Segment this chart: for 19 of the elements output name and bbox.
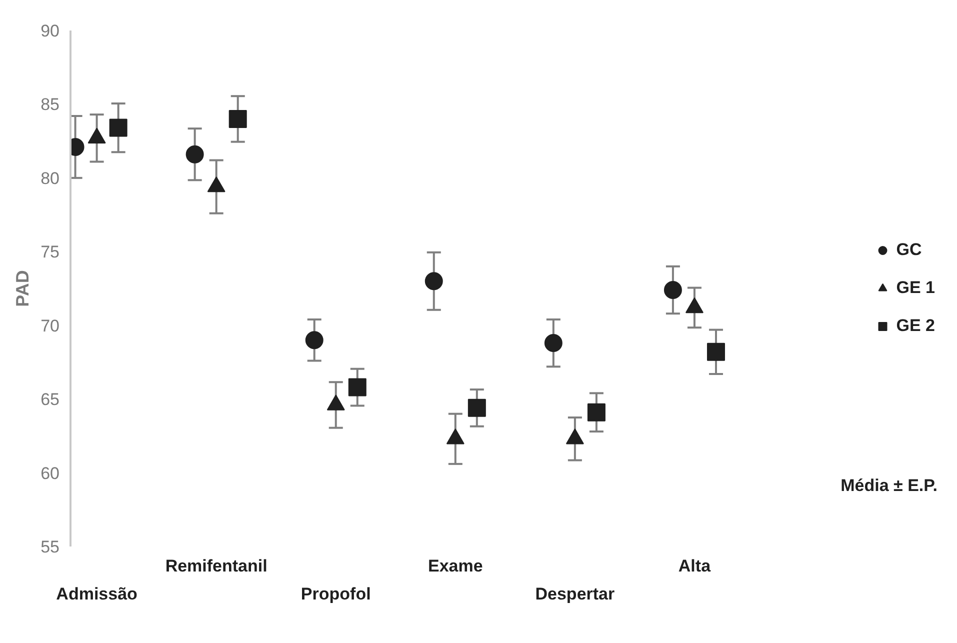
x-tick-label: Remifentanil <box>165 556 268 576</box>
x-tick-label: Alta <box>678 556 712 576</box>
legend-label: GE 1 <box>896 278 935 298</box>
text: Média ± E.P. <box>840 476 938 495</box>
x-tick-label: Exame <box>428 556 483 576</box>
y-axis-title: PAD <box>12 270 33 307</box>
y-tick-label: 80 <box>40 168 60 188</box>
y-tick-label: 75 <box>40 242 60 262</box>
y-tick-label: 70 <box>40 316 60 336</box>
y-tick-label: 60 <box>40 464 60 483</box>
legend-label: GE 2 <box>896 316 935 336</box>
y-tick-label: 85 <box>40 95 60 114</box>
y-tick-label: 65 <box>40 390 60 410</box>
legend-label: GC <box>896 240 922 260</box>
y-tick-label: 90 <box>40 22 60 40</box>
x-tick-label: Propofol <box>300 584 371 604</box>
y-tick-label: 55 <box>40 538 60 556</box>
x-tick-label: Despertar <box>535 584 616 604</box>
x-tick-label: Admissão <box>56 584 138 604</box>
